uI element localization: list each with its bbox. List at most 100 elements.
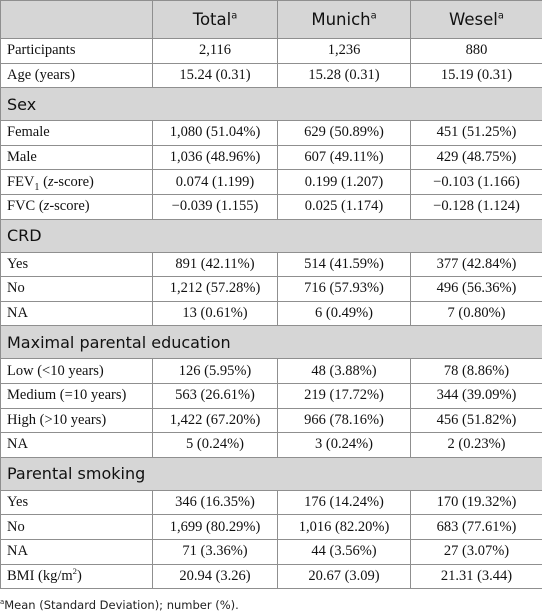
row-label: High (>10 years) [0, 407, 153, 434]
data-row: Yes 346 (16.35%) 176 (14.24%) 170 (19.32%) [0, 489, 542, 516]
row-label: NA [0, 432, 153, 458]
cell: 966 (78.16%) [277, 407, 411, 434]
cell: 27 (3.07%) [410, 538, 542, 565]
cell: 170 (19.32%) [410, 489, 542, 516]
footnote-mark: a [497, 10, 504, 22]
cell: 563 (26.61%) [152, 382, 278, 409]
label-part: FVC ( [7, 198, 44, 215]
section-row: Maximal parental education [0, 325, 542, 360]
row-label: Low (<10 years) [0, 358, 153, 384]
row-label: NA [0, 300, 153, 327]
cell: 346 (16.35%) [152, 489, 278, 516]
row-label: Age (years) [0, 62, 153, 89]
section-label: CRD [0, 218, 542, 253]
row-label: Participants [0, 38, 153, 64]
cell: 496 (56.36%) [410, 276, 542, 302]
data-row: Low (<10 years) 126 (5.95%) 48 (3.88%) 78 (… [0, 358, 542, 384]
label-part: 2 [72, 565, 77, 576]
cell: 44 (3.56%) [277, 538, 411, 565]
label-part: ) [77, 567, 82, 584]
cell: 15.19 (0.31) [410, 62, 542, 89]
cell: 683 (77.61%) [410, 514, 542, 540]
label-part: ( [39, 173, 48, 190]
cell: 6 (0.49%) [277, 300, 411, 327]
footnote: aMean (Standard Deviation); number (%). [0, 598, 239, 612]
cell: 891 (42.11%) [152, 251, 278, 278]
data-row: High (>10 years) 1,422 (67.20%) 966 (78.16… [0, 407, 542, 434]
label-part: z [47, 173, 54, 190]
cell: 456 (51.82%) [410, 407, 542, 434]
data-row: Medium (=10 years) 563 (26.61%) 219 (17.72… [0, 382, 542, 409]
cell: 0.074 (1.199) [152, 169, 278, 195]
data-row: Participants 2,116 1,236 880 [0, 38, 542, 64]
footnote-mark: a [0, 598, 5, 607]
column-title: Wesel [449, 10, 498, 29]
cell: 0.199 (1.207) [277, 169, 411, 195]
cell: 429 (48.75%) [410, 144, 542, 171]
cell: 607 (49.11%) [277, 144, 411, 171]
label-part: z [43, 198, 50, 215]
row-label: BMI (kg/m2) [0, 563, 153, 590]
cell: 13 (0.61%) [152, 300, 278, 327]
data-row: BMI (kg/m2) 20.94 (3.26) 20.67 (3.09) 21.31… [0, 563, 542, 590]
cell: 2 (0.23%) [410, 432, 542, 458]
footnote-text: Mean (Standard Deviation); number (%). [4, 598, 239, 612]
cell: 21.31 (3.44) [410, 563, 542, 590]
cell: 514 (41.59%) [277, 251, 411, 278]
cell: 629 (50.89%) [277, 120, 411, 146]
data-row: Age (years) 15.24 (0.31) 15.28 (0.31) 15.19… [0, 62, 542, 89]
cell: −0.128 (1.124) [410, 193, 542, 220]
cell: 1,036 (48.96%) [152, 144, 278, 171]
data-table: Totala Municha Wesela Participants 2,116 1,2… [0, 0, 542, 590]
corner-cell [0, 0, 153, 39]
section-row: Sex [0, 87, 542, 122]
cell: 126 (5.95%) [152, 358, 278, 384]
cell: 15.24 (0.31) [152, 62, 278, 89]
section-label: Sex [0, 87, 542, 122]
column-header: Totala [152, 0, 278, 39]
column-header: Wesela [410, 0, 542, 39]
data-row: Male 1,036 (48.96%) 607 (49.11%) 429 (48.75… [0, 144, 542, 171]
row-label: No [0, 276, 153, 302]
row-label: Yes [0, 489, 153, 516]
cell: 0.025 (1.174) [277, 193, 411, 220]
row-label: Medium (=10 years) [0, 382, 153, 409]
cell: 3 (0.24%) [277, 432, 411, 458]
column-title: Munich [311, 10, 371, 29]
row-label: FVC (z-score) [0, 193, 153, 220]
header-row: Totala Municha Wesela [0, 0, 542, 39]
cell: 1,236 [277, 38, 411, 64]
row-label: Male [0, 144, 153, 171]
label-part: -score) [49, 198, 90, 215]
cell: 5 (0.24%) [152, 432, 278, 458]
column-title: Total [192, 10, 232, 29]
cell: 880 [410, 38, 542, 64]
cell: 716 (57.93%) [277, 276, 411, 302]
label-part: -score) [53, 173, 94, 190]
column-header: Municha [277, 0, 411, 39]
data-row: FEV1 (z-score) 0.074 (1.199) 0.199 (1.207)… [0, 169, 542, 195]
cell: 20.94 (3.26) [152, 563, 278, 590]
data-row: FVC (z-score) −0.039 (1.155) 0.025 (1.174)… [0, 193, 542, 220]
cell: 15.28 (0.31) [277, 62, 411, 89]
cell: 1,016 (82.20%) [277, 514, 411, 540]
label-part: 1 [34, 181, 40, 193]
section-row: Parental smoking [0, 456, 542, 491]
cell: 377 (42.84%) [410, 251, 542, 278]
row-label: Female [0, 120, 153, 146]
cell: 451 (51.25%) [410, 120, 542, 146]
cell: 344 (39.09%) [410, 382, 542, 409]
cell: 1,080 (51.04%) [152, 120, 278, 146]
cell: −0.103 (1.166) [410, 169, 542, 195]
section-label: Parental smoking [0, 456, 542, 491]
section-row: CRD [0, 218, 542, 253]
label-part: FEV [7, 173, 35, 190]
cell: 71 (3.36%) [152, 538, 278, 565]
cell: 1,212 (57.28%) [152, 276, 278, 302]
data-row: NA 13 (0.61%) 6 (0.49%) 7 (0.80%) [0, 300, 542, 327]
cell: 1,422 (67.20%) [152, 407, 278, 434]
footnote-mark: a [231, 10, 238, 22]
row-label: NA [0, 538, 153, 565]
data-row: NA 5 (0.24%) 3 (0.24%) 2 (0.23%) [0, 432, 542, 458]
